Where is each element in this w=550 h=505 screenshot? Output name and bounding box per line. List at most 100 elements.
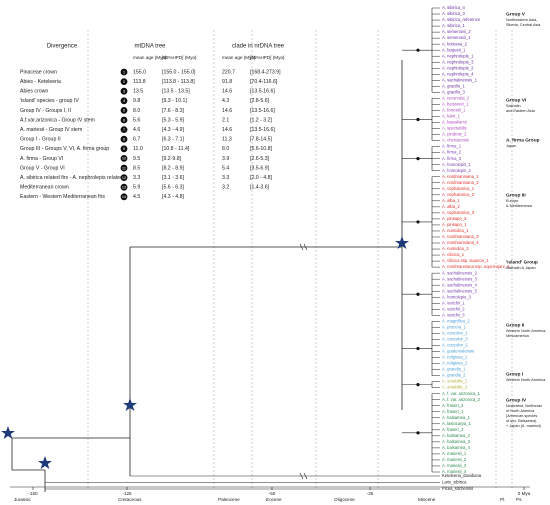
table-cell: [8.2 - 8.9]: [162, 165, 184, 171]
table-cell: 14.6: [222, 89, 232, 95]
tip-label: A. koreana_2: [442, 41, 468, 46]
table-cell: [10.8 - 11.4]: [162, 146, 190, 152]
group-region: & Mediterranea: [506, 204, 533, 208]
tip-label: A. magnifica_2: [442, 318, 470, 323]
group-region: Siberia, Central Asia: [506, 23, 541, 27]
tip-label: A. balsamea_2: [442, 433, 471, 438]
tip-label: A. sachalinensis_5: [442, 288, 478, 293]
tip-label: A. numidica_2: [442, 246, 469, 251]
table-cell: [7.6 - 8.3]: [162, 108, 184, 114]
tip-label: A. sibirica_reference: [442, 17, 481, 22]
tip-label: A. grandis_1: [442, 367, 466, 372]
column-header: [95%HPD] (Mya): [250, 55, 285, 60]
table-cell: [113.8 - 113.8]: [162, 79, 195, 85]
group-region: Sakhalin: [506, 104, 521, 108]
table-cell: [1.2 - 3.2]: [250, 117, 272, 123]
table-cell: 4.6: [133, 127, 140, 133]
table-cell: Eastern - Western Mediterranean firs: [20, 194, 105, 200]
table-cell: 4.3: [222, 98, 229, 104]
tip-label: A. balsamea_3: [442, 439, 471, 444]
node: [416, 157, 420, 161]
row-number: 6: [123, 118, 125, 122]
table-cell: 5.9: [133, 185, 140, 191]
table-cell: 11.0: [133, 146, 143, 152]
node: [416, 431, 420, 435]
group-region: Sakhalin & Japan: [506, 266, 536, 270]
group-title: Group V: [506, 11, 526, 17]
backbone: [11, 60, 403, 492]
tip-label: A. kawakamii: [442, 120, 467, 125]
tip-label: A. concolor_3: [442, 337, 468, 342]
tip-label: A. nephrolepis_2: [442, 65, 474, 70]
table-cell: 13.5: [133, 89, 143, 95]
tip-label: A. amabilis_1: [442, 379, 468, 384]
tip-label: A. chensiensis: [442, 138, 469, 143]
table-cell: A. mariesii - Group IV stem: [20, 127, 82, 133]
table-cell: Mediterranean crown: [20, 185, 69, 191]
table-cell: 8.0: [222, 146, 229, 152]
table-cell: 155.0: [133, 69, 146, 75]
tip-label: A. cephalonica_3: [442, 210, 475, 215]
row-number-badge: [120, 107, 128, 114]
tip-label: A. spectabilis: [442, 126, 467, 131]
group-title: Group VI: [506, 97, 527, 103]
table-cell: 8.0: [133, 108, 140, 114]
column-header: mean age (Mya): [222, 55, 256, 60]
row-number-badge: [120, 87, 128, 95]
table-cell: 91.8: [222, 79, 232, 85]
table-cell: [5.6-10.8]: [250, 146, 272, 152]
tip-label: A. recurvata_2: [442, 95, 470, 100]
tip-label: A. sachalinensis_1: [442, 77, 478, 82]
group-region: Mesoamerica: [506, 334, 530, 338]
row-number-badge: [120, 174, 128, 182]
table-cell: [3.1 - 3.6]: [162, 175, 184, 181]
tip-label: A. cilicica_1: [442, 252, 465, 257]
tip-label: A. mariesii_2: [442, 457, 467, 462]
axis-tick-label: -25: [367, 491, 374, 496]
table-cell: 'island' species - group IV: [20, 98, 79, 104]
tip-label: A. sachalinensis_3: [442, 276, 478, 281]
table-cell: 5.4: [222, 165, 229, 171]
row-number: 10: [122, 157, 126, 161]
tip-label: A. pinsapo_2: [442, 216, 467, 221]
row-number-badge: [120, 78, 128, 85]
table-cell: 3.2: [222, 185, 229, 191]
tip-label: A. fraseri_2: [442, 403, 464, 408]
table-cell: 4.5: [133, 194, 140, 200]
tip-label: A. mariesii_1: [442, 451, 467, 456]
table-cell: [5.6 - 6.3]: [162, 185, 184, 191]
axis-tick-label: 0 Mya: [518, 491, 531, 496]
row-number: 8: [123, 138, 125, 142]
tip-label: A. firma_2: [442, 150, 462, 155]
row-number: 7: [123, 128, 125, 132]
row-number-badge: [120, 183, 128, 191]
tip-label: A. homolepis_1: [442, 162, 472, 167]
table-cell: 220.7: [222, 69, 235, 75]
tip-label: A. mariesii_3: [442, 463, 467, 468]
table-cell: [9.3 - 10.1]: [162, 98, 187, 104]
tip-label: A. fraseri_3: [442, 427, 464, 432]
column-header: [95%HPD] (Mya): [162, 55, 197, 60]
table-cell: [155.0 - 155.0]: [162, 69, 196, 75]
table-cell: 113.8: [133, 79, 146, 85]
tip-label: A. firma_3: [442, 156, 462, 161]
table-cell: 2.1: [222, 117, 229, 123]
node: [416, 117, 420, 122]
tip-label: A. lasiocarpa_1: [442, 421, 472, 426]
tip-label: A. sibirica_1: [442, 23, 465, 28]
table-cell: Abies - Keteleeria: [20, 79, 61, 85]
tip-label: A. nordmanniana_3: [442, 234, 479, 239]
tip-label: A. cephalonica_2: [442, 192, 475, 197]
row-number-badge: [120, 193, 128, 201]
row-number: 14: [122, 195, 126, 199]
tip-label: A. firma_1: [442, 144, 462, 149]
tip-label: A. numidica_1: [442, 228, 469, 233]
era-label: Eocene: [266, 497, 282, 502]
era-label: Pl.: [500, 497, 505, 502]
tip-label: A. nordmanniana_4: [442, 240, 479, 245]
divergence-title: Divergence: [47, 44, 78, 50]
table-cell: Group I - Group II: [20, 137, 61, 143]
tip-label: A. f. var. arizonica_2: [442, 397, 481, 402]
row-number: 3: [123, 90, 125, 94]
outgroup-label: Keteleeria_davidiana: [442, 473, 482, 478]
